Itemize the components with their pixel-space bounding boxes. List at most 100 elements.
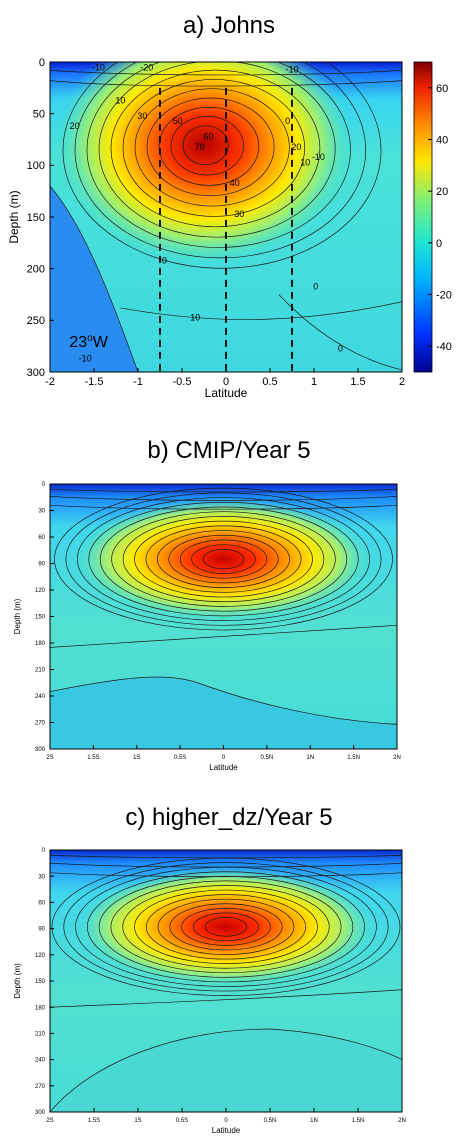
contour-value-label: 70	[195, 142, 205, 152]
x-tick-label: 1N	[306, 755, 314, 761]
x-tick-label: 0.5N	[264, 1118, 277, 1124]
y-tick-label: 210	[35, 1032, 46, 1038]
x-tick-label: 1.5	[350, 376, 365, 388]
y-tick-label: 270	[35, 1084, 46, 1090]
panel-a-chart: -10 -20 -101030506070403020100-102010000-1…	[7, 57, 452, 400]
colorbar-tick-label: 40	[436, 135, 448, 147]
colorbar-tick-label: 0	[436, 238, 442, 250]
contour-line	[157, 898, 295, 955]
contour-line	[50, 496, 397, 501]
contour-value-label: -10	[285, 64, 298, 74]
x-tick-label: 0.5	[262, 376, 277, 388]
contour-line	[181, 907, 271, 946]
x-tick-label: 1.5N	[352, 1118, 365, 1124]
x-tick-label: 0.5S	[174, 755, 186, 761]
contour-line	[145, 894, 307, 960]
contour-line	[157, 530, 290, 588]
x-tick-label: 2S	[46, 1118, 53, 1124]
contour-line	[122, 885, 330, 969]
y-tick-label: 30	[38, 509, 45, 515]
contour-value-label: -10	[79, 354, 92, 364]
jet-core	[54, 62, 354, 265]
lower-contour-region	[50, 185, 139, 372]
contour-line	[54, 487, 393, 631]
y-tick-label: 150	[35, 615, 46, 621]
y-axis-label: Depth (m)	[13, 598, 22, 634]
y-tick-label: 90	[38, 927, 45, 933]
panel-c-title: c) higher_dz/Year 5	[125, 804, 333, 831]
x-tick-label: 1	[311, 376, 317, 388]
contour-line	[62, 62, 382, 269]
x-axis-label: Latitude	[205, 386, 248, 400]
lower-contour-region	[50, 1028, 402, 1112]
contour-line	[50, 80, 402, 87]
contour-value-label: 0	[162, 256, 167, 266]
contour-line	[202, 549, 245, 570]
contour-value-label: 60	[203, 132, 213, 142]
contour-line	[134, 520, 313, 598]
contour-line	[50, 989, 402, 1008]
x-tick-label: -1	[133, 376, 143, 388]
panel-b-title: b) CMIP/Year 5	[147, 437, 311, 464]
section-label-degree: o	[87, 333, 93, 344]
contour-line	[146, 97, 275, 197]
x-tick-label: 1S	[134, 1118, 141, 1124]
contour-line	[99, 506, 348, 612]
contour-line	[74, 62, 367, 259]
y-tick-label: 240	[35, 694, 46, 700]
contour-line	[168, 534, 279, 584]
contour-line	[98, 62, 336, 238]
colorbar-tick-label: -40	[436, 341, 452, 353]
contour-value-label: 10	[190, 312, 200, 322]
section-label-direction: W	[93, 334, 109, 351]
contour-line	[86, 62, 351, 248]
y-tick-label: 120	[35, 953, 46, 959]
x-tick-label: 0	[224, 1118, 228, 1124]
contour-line	[134, 88, 290, 207]
section-label: 23oW	[69, 333, 108, 351]
y-tick-label: 90	[38, 562, 45, 568]
contour-line	[50, 854, 402, 859]
contour-line	[63, 862, 389, 992]
y-tick-label: 270	[35, 721, 46, 727]
contour-line	[50, 69, 402, 76]
y-tick-label: 0	[42, 848, 46, 854]
x-tick-label: 2N	[398, 1118, 406, 1124]
y-tick-label: 0	[42, 482, 46, 488]
y-tick-label: 300	[35, 1110, 46, 1116]
y-tick-label: 200	[27, 264, 45, 276]
contour-line	[191, 544, 256, 574]
colorbar-tick-label: 20	[436, 186, 448, 198]
contour-value-label: 0	[313, 281, 318, 291]
contour-value-label: 50	[173, 116, 183, 126]
y-tick-label: 60	[38, 901, 45, 907]
contour-line	[169, 903, 283, 951]
contour-line	[122, 516, 325, 603]
contour-value-label: -20	[140, 62, 153, 72]
x-tick-label: -2	[45, 376, 55, 388]
contour-line	[50, 488, 397, 493]
x-tick-label: 1.5N	[347, 755, 360, 761]
x-tick-label: -1.5	[85, 376, 104, 388]
y-tick-label: 210	[35, 668, 46, 674]
y-tick-label: 250	[27, 315, 45, 327]
contour-line	[122, 79, 305, 217]
x-tick-label: 1S	[133, 755, 140, 761]
x-tick-label: 0.5N	[261, 755, 274, 761]
y-tick-label: 60	[38, 535, 45, 541]
x-tick-label: 2S	[46, 755, 53, 761]
lower-contour-region	[50, 676, 397, 749]
contour-line	[120, 301, 402, 320]
x-tick-label: 1N	[310, 1118, 318, 1124]
contour-line	[158, 106, 260, 186]
contour-value-label: 20	[291, 142, 301, 152]
y-tick-label: 150	[35, 979, 46, 985]
contour-value-label: 30	[234, 209, 244, 219]
contour-value-label: 10	[115, 95, 125, 105]
contour-line	[179, 539, 268, 579]
x-tick-label: 0.5S	[176, 1118, 188, 1124]
contour-value-label: 0	[338, 343, 343, 353]
contour-line	[193, 912, 259, 942]
x-tick-label: 2N	[393, 755, 401, 761]
y-tick-label: 150	[27, 212, 45, 224]
